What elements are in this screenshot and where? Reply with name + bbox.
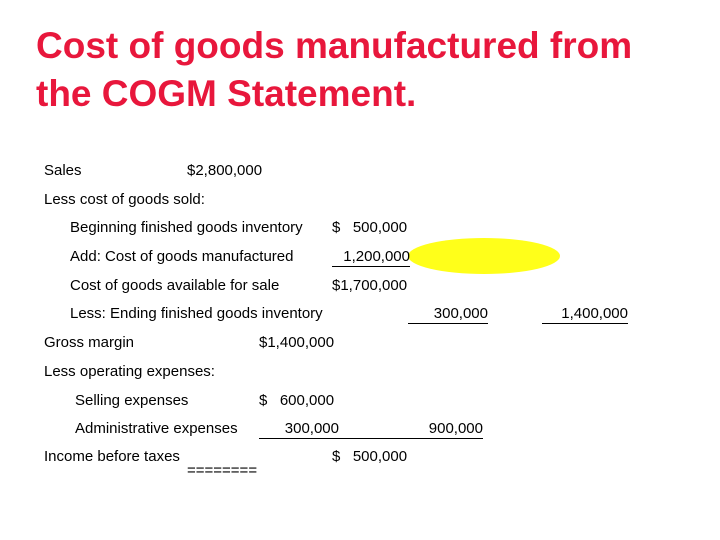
less-opex-label: Less operating expenses: (44, 363, 215, 380)
admin-label: Administrative expenses (75, 420, 238, 437)
gross-margin-label: Gross margin (44, 334, 135, 351)
double-rule: ======== (187, 462, 258, 479)
sales-value: $2,800,000 (187, 162, 263, 179)
income-label: Income before taxes (44, 448, 180, 465)
admin-value: 300,000 (259, 420, 339, 439)
ending-fg-value: 300,000 (408, 305, 488, 324)
opex-total-value: 900,000 (339, 420, 483, 439)
cgas-label: Cost of goods available for sale (70, 277, 280, 294)
income-value: $ 500,000 (332, 448, 408, 465)
add-cogm-value: 1,200,000 (332, 248, 410, 267)
less-cogs-label: Less cost of goods sold: (44, 191, 205, 208)
ending-fg-label: Less: Ending finished goods inventory (70, 305, 323, 322)
cgas-value: $1,700,000 (332, 277, 408, 294)
title-line-1: Cost of goods manufactured from (36, 25, 633, 66)
cogs-value: 1,400,000 (542, 305, 628, 324)
selling-label: Selling expenses (75, 392, 189, 409)
sales-label: Sales (44, 162, 82, 179)
slide-title: Cost of goods manufactured from the COGM… (36, 22, 706, 118)
selling-value: $ 600,000 (259, 392, 335, 409)
beginning-fg-label: Beginning finished goods inventory (70, 219, 303, 236)
title-line-2: the COGM Statement. (36, 73, 417, 114)
add-cogm-label: Add: Cost of goods manufactured (70, 248, 294, 265)
beginning-fg-value: $ 500,000 (332, 219, 408, 236)
gross-margin-value: $1,400,000 (259, 334, 335, 351)
highlight-ellipse (408, 238, 560, 274)
